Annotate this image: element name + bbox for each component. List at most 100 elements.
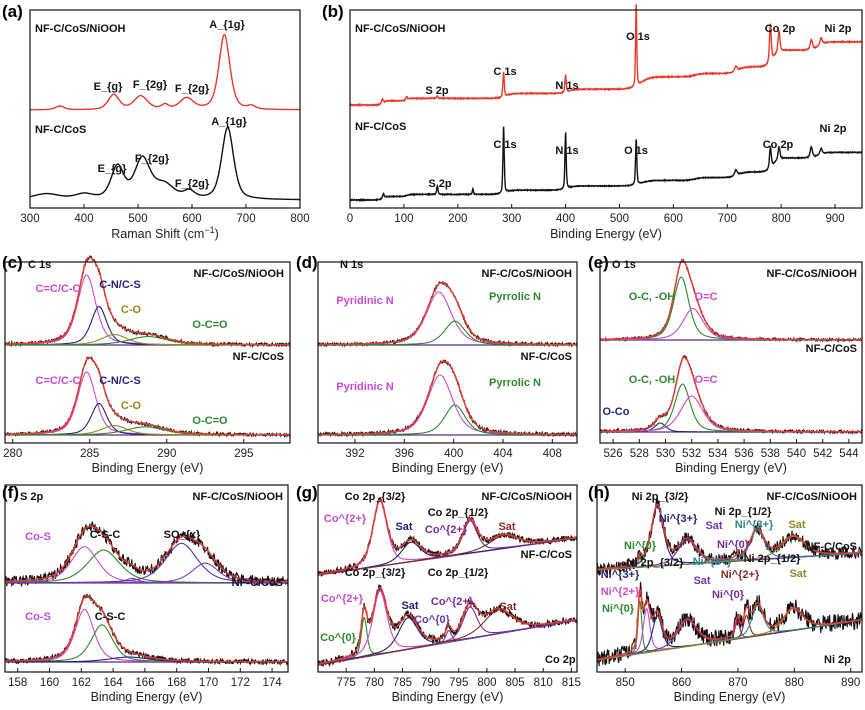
x-tick-label: 166 (135, 677, 154, 689)
annotation-label: O-C, -OH (629, 374, 675, 386)
annotation-label: Sat (705, 520, 722, 532)
plot-frame (29, 9, 301, 209)
component-so-x (5, 562, 288, 584)
x-tick-label: 164 (104, 677, 124, 689)
series-nf-c-cos (349, 126, 863, 203)
envelope-fit-line (5, 356, 290, 436)
annotation-label: Co 2p (545, 654, 576, 666)
annotation-label: Ni 2p_{1/2} (715, 506, 773, 518)
annotation-label: NF-C/CoS (521, 351, 572, 363)
annotation-label: Ni^{0} (624, 540, 657, 552)
x-axis-label: Binding Energy (eV) (91, 690, 203, 704)
x-tick-label: 700 (718, 213, 737, 225)
annotation-label: NF-C/CoS (35, 124, 86, 136)
x-tick-label: 544 (839, 448, 859, 460)
annotation-label: Co 2p_{1/2} (428, 507, 489, 519)
annotation-label: Co^{0} (320, 632, 356, 644)
panel-f: (f) 158 160 162 164 166 168 170 172 174 Binding En… (2, 483, 289, 704)
annotation-label: Ni^{3+} (659, 513, 698, 525)
component-o-c (599, 307, 862, 341)
series-line (349, 126, 863, 203)
x-tick-label: 860 (672, 677, 691, 689)
annotation-label: NF-C/CoS/NiOOH (767, 491, 857, 503)
x-tick-label: 890 (841, 677, 860, 689)
annotation-label: C=C/C-C (36, 375, 81, 387)
panel-g: (g) 775 780 785 790 795 800 805 810 815 Binding En… (296, 483, 581, 704)
annotation-label: F_{2g} (175, 178, 210, 190)
envelope-fit-line (317, 586, 578, 665)
annotation-label: Co^{2+} (425, 524, 468, 536)
panel-label: (g) (296, 483, 318, 502)
x-tick-label: 534 (708, 448, 728, 460)
annotation-label: F_{2g} (133, 79, 168, 91)
annotation-label: Ni^{0} (717, 539, 750, 551)
series-nf-c-cos-niooh (599, 258, 863, 343)
x-tick-label: 790 (421, 677, 440, 689)
x-tick-label: 870 (728, 677, 747, 689)
annotation-label: C 1s (28, 259, 51, 271)
panel-label: (a) (2, 2, 23, 21)
raw-data-line (317, 359, 578, 438)
x-axis-label: Binding Energy (eV) (675, 461, 787, 475)
series-nf-c-cos-niooh (30, 33, 300, 111)
annotation-label: Ni 2p_{3/2} (632, 491, 690, 503)
plot-frame (596, 484, 863, 673)
x-tick-label: 538 (761, 448, 780, 460)
component-pyrrolic-n (318, 320, 577, 346)
annotation-label: A_{1g} (209, 19, 245, 31)
annotation-label: Sat (401, 600, 418, 612)
annotation-label: S 2p (428, 178, 452, 190)
annotation-label: NF-C/CoS (806, 541, 857, 553)
annotation-label: Sat (789, 568, 806, 580)
annotation-label: Ni 2p (824, 654, 851, 666)
annotation-label: Co^{2+} (324, 513, 367, 525)
annotation-label: O-C, -OH (629, 291, 675, 303)
x-tick-label: 805 (505, 677, 524, 689)
annotation-label: NF-C/CoS/NiOOH (355, 23, 445, 35)
x-tick-label: 392 (345, 448, 364, 460)
annotation-label: NF-C/CoS (521, 549, 572, 561)
plot-frame (317, 261, 578, 444)
annotation-label: Ni^{2+} (721, 569, 760, 581)
component-pyrrolic-n (318, 404, 577, 436)
x-tick-label: 785 (393, 677, 412, 689)
annotation-label: Ni^{2+} (601, 586, 640, 598)
annotation-label: O-C=O (192, 319, 228, 331)
x-tick-label: 280 (3, 448, 22, 460)
annotation-label: E_{g} (94, 81, 123, 93)
annotation-label: A_{1g} (211, 116, 247, 128)
annotation-label: Sat (788, 519, 805, 531)
raw-data-line (596, 581, 863, 667)
annotation-label: NF-C/CoS/NiOOH (193, 491, 283, 503)
panel-b: (b) 0 100 200 300 400 500 600 700 800 900 Binding E… (322, 2, 863, 241)
annotation-label: C-S-C (90, 529, 121, 541)
annotation-label: Ni^{0} (712, 589, 745, 601)
annotation-label: NF-C/CoS/NiOOH (767, 268, 857, 280)
x-tick-label: 540 (787, 448, 806, 460)
x-tick-label: 775 (337, 677, 356, 689)
x-tick-label: 500 (128, 213, 147, 225)
x-axis-label: Binding Energy (eV) (550, 227, 662, 241)
component-c-n-c-s (5, 402, 290, 436)
panel-h: (h) 850 860 870 880 890 Binding Energy (eV) Ni … (588, 483, 863, 704)
annotation-label: S 2p (20, 491, 44, 503)
component-o-c (600, 395, 862, 433)
annotation-label: Pyridinic N (336, 381, 394, 393)
x-tick-label: 0 (347, 213, 353, 225)
annotation-label: O=C (695, 374, 718, 386)
annotation-label: Ni 2p (820, 123, 847, 135)
x-tick-label: 400 (74, 213, 93, 225)
x-tick-label: 290 (157, 448, 176, 460)
annotation-label: Ni 2p_{1/2} (744, 553, 802, 565)
annotation-label: Co^{2+} (321, 593, 364, 605)
annotation-label: C 1s (493, 66, 516, 78)
series-nf-c-cos-niooh (4, 255, 291, 349)
x-tick-label: 900 (825, 213, 844, 225)
annotation-label: E_{g} (98, 163, 127, 175)
x-axis-label: Binding Energy (eV) (674, 690, 786, 704)
envelope-fit-line (5, 525, 288, 583)
annotation-label: NF-C/CoS/NiOOH (35, 23, 125, 35)
x-tick-label: 500 (610, 213, 629, 225)
plot-frame (349, 9, 863, 209)
